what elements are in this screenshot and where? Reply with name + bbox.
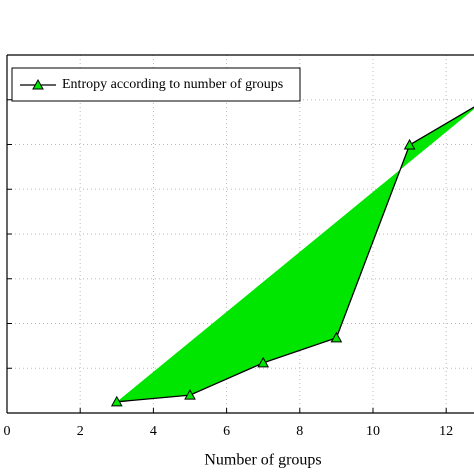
x-tick-label: 10 (366, 424, 380, 439)
x-tick-label: 0 (4, 424, 11, 439)
legend-marker (32, 78, 44, 90)
marker (110, 395, 123, 407)
marker (184, 389, 196, 400)
line (116, 106, 474, 403)
legend-label: Entropy according to number of groups (62, 77, 283, 92)
x-tick-label: 4 (150, 424, 157, 439)
plot (110, 106, 474, 407)
x-tick-label: 2 (77, 424, 84, 439)
x-tick-label: 6 (223, 424, 230, 439)
area-fill (116, 107, 474, 402)
x-axis-label: Number of groups (204, 452, 321, 469)
x-tick-label: 12 (439, 424, 453, 439)
legend-box (11, 67, 301, 102)
marker (403, 138, 416, 150)
x-tick-label: 8 (296, 424, 303, 439)
marker (257, 356, 270, 368)
marker (330, 331, 343, 343)
legend: Entropy according to number of groups (11, 67, 301, 102)
